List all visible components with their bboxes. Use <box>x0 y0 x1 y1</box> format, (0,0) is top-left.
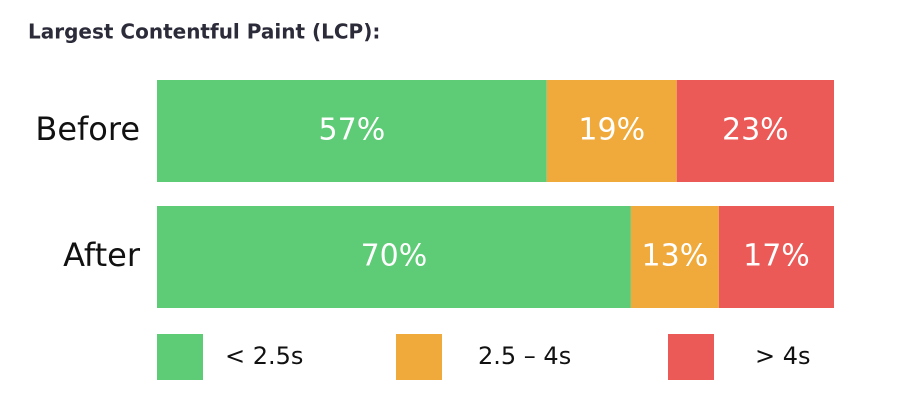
legend-label: > 4s <box>755 342 811 370</box>
legend-label: < 2.5s <box>225 342 303 370</box>
legend-swatch <box>668 334 714 380</box>
value-label: 23% <box>722 113 789 148</box>
value-label: 57% <box>319 113 386 148</box>
value-label: 19% <box>578 113 645 148</box>
bar-segment <box>630 206 719 308</box>
legend-label: 2.5 – 4s <box>478 342 571 370</box>
category-label: After <box>63 236 141 274</box>
bar-segment <box>157 80 547 182</box>
legend-swatch <box>157 334 203 380</box>
value-label: 17% <box>743 239 810 274</box>
bar-segment <box>157 206 631 308</box>
bar-segment <box>676 80 834 182</box>
value-label: 13% <box>642 239 709 274</box>
chart-title: Largest Contentful Paint (LCP): <box>28 20 380 44</box>
bar-segment <box>546 80 677 182</box>
category-label: Before <box>35 110 140 148</box>
value-label: 70% <box>361 239 428 274</box>
bar-segment <box>718 206 834 308</box>
legend-swatch <box>396 334 442 380</box>
